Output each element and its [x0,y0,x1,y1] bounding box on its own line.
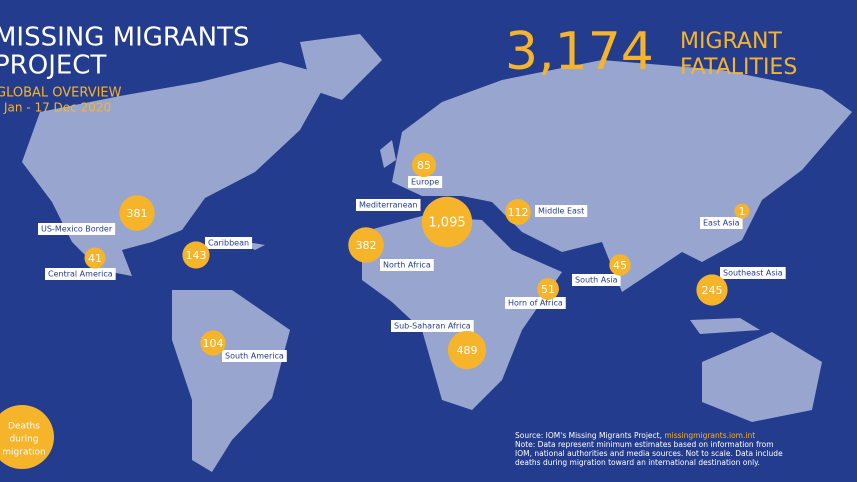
region-label-bg [535,205,588,217]
title: PROJECT [0,51,106,81]
region-label: Caribbean [208,239,249,248]
total: 3,174 [505,22,654,82]
region-label-bg [356,199,421,211]
region-label-bg [45,268,116,280]
bubble [119,195,155,231]
bubble-value: 489 [457,344,478,357]
period: Jan - 17 Dec 2020 [3,101,111,115]
bubble [421,196,473,248]
bubble [411,152,437,178]
bubble [505,199,531,225]
region-label-bg [505,297,566,309]
subtitle: GLOBAL OVERVIEW [0,86,122,101]
bubble-value: 112 [508,206,529,219]
region-label-bg [38,223,116,235]
region-label: Europe [411,178,439,187]
bubble [537,278,559,300]
total-label: FATALITIES [680,55,797,80]
bubble [734,203,750,219]
legend-text: migration [2,448,45,458]
source: Source: IOM's Missing Migrants Project, [515,431,665,440]
bubble [84,247,106,269]
bubble-value: 1,095 [428,216,465,231]
source-link[interactable]: missingmigrants.iom.int [664,431,756,440]
region-label: Middle East [538,207,584,216]
bubble-value: 245 [702,284,723,297]
bubble-value: 143 [186,249,207,262]
region-label-bg [408,176,443,188]
region-label-bg [572,274,621,286]
legend-text: Deaths [8,422,40,432]
bubble [447,330,487,370]
region-label: Mediterranean [359,201,418,210]
bubble [182,241,210,269]
region-label-bg [391,320,474,332]
region-label-bg [380,259,434,271]
region-label: Southeast Asia [723,269,783,278]
region-label-bg [720,267,786,279]
bubble-value: 85 [417,159,431,172]
region-label: Central America [48,270,113,279]
bubble [348,227,384,263]
title: MISSING MIGRANTS [0,23,250,53]
region-label: Sub-Saharan Africa [394,322,471,331]
bubble-value: 45 [613,259,627,272]
total-label: MIGRANT [680,29,782,54]
bubble-value: 51 [541,283,555,296]
bubble [609,254,631,276]
region-label-bg [222,350,287,362]
bubble-value: 41 [88,252,102,265]
source-note: Source: IOM's Missing Migrants Project, … [515,431,790,467]
bubble-value: 382 [356,239,377,252]
bubble-value: 104 [203,337,224,350]
bubble-value: 1 [739,205,746,218]
bubble-value: 381 [127,207,148,220]
bubble [696,274,728,306]
region-label: US-Mexico Border [41,225,113,234]
region-label: South Asia [575,276,618,285]
region-label-bg [205,237,253,249]
region-label: South America [225,352,284,361]
legend-bubble [0,405,54,469]
legend-text: during [9,435,38,445]
bubble [200,330,226,356]
region-label: East Asia [703,219,740,228]
region-label: North Africa [383,261,431,270]
region-label: Horn of Africa [508,299,563,308]
note: Note: Data represent minimum estimates b… [515,440,783,467]
region-label-bg [700,217,743,229]
